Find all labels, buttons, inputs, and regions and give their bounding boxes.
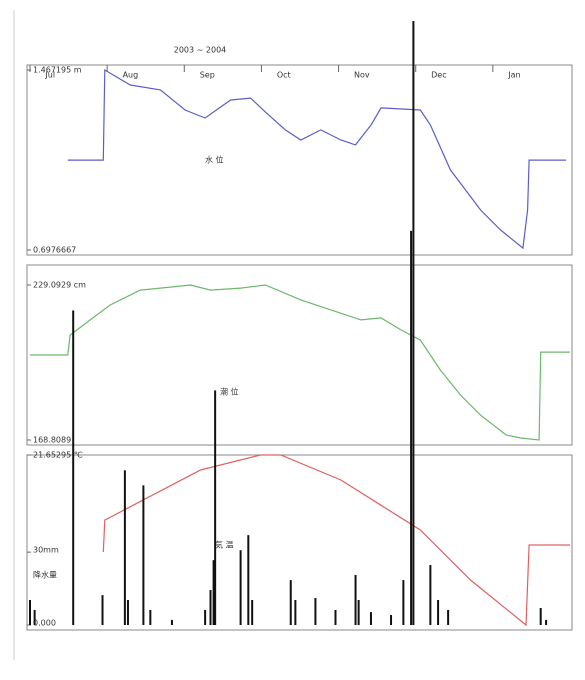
y-tick-label: 0.000 <box>33 619 56 628</box>
y-tick-label: 0.6976667 <box>33 246 76 255</box>
precip-bar <box>126 599 129 625</box>
x-tick-label: Sep <box>200 71 215 80</box>
x-tick-label: Aug <box>123 71 139 80</box>
y-tick-label: 30mm <box>33 546 59 555</box>
precip-bar <box>447 609 450 625</box>
panel-frame <box>26 64 573 256</box>
chart-title: 2003 ~ 2004 <box>174 46 227 55</box>
precip-bar <box>170 619 173 625</box>
precip-bar <box>369 612 372 625</box>
precip-bar <box>289 580 292 625</box>
precip-bar <box>429 565 432 625</box>
series-line <box>67 68 567 250</box>
series-label: 潮 位 <box>220 387 239 397</box>
precip-bar <box>149 609 152 625</box>
y-tick-label: 21.65295 ℃ <box>33 451 83 460</box>
precip-bar <box>142 485 145 625</box>
series-label: 水 位 <box>205 155 224 165</box>
series-label: 気 温 <box>215 540 234 550</box>
precip-bar <box>354 574 357 625</box>
precip-bar <box>123 470 126 625</box>
precip-bar <box>212 560 215 625</box>
precip-bar <box>33 609 36 625</box>
precip-bar <box>29 599 31 625</box>
y-tick-label: 229.0929 cm <box>33 281 86 290</box>
precip-bar <box>239 550 242 625</box>
precip-bar <box>101 595 104 625</box>
precip-bar <box>545 619 548 625</box>
precip-bar <box>402 580 405 625</box>
panel-frame <box>26 264 573 446</box>
precip-bar <box>251 599 254 625</box>
precip-bar <box>437 599 440 625</box>
precip-bar <box>209 590 212 625</box>
precip-bar <box>72 310 75 625</box>
x-tick-label: Jan <box>507 71 520 80</box>
series-label: 降水量 <box>33 570 57 580</box>
y-tick-label: 168.8089 <box>33 436 71 445</box>
precip-bar <box>294 599 297 625</box>
precip-bar <box>247 535 250 625</box>
series-line <box>30 284 570 441</box>
x-tick-label: Dec <box>431 71 446 80</box>
precip-bar <box>314 598 317 625</box>
precip-bar <box>412 21 415 626</box>
precip-bar <box>390 615 393 625</box>
precip-bar <box>334 609 337 625</box>
x-tick-label: Nov <box>354 71 370 80</box>
x-tick-label: Jul <box>44 71 55 80</box>
panel-frame <box>26 454 573 631</box>
series-line <box>102 454 570 627</box>
y-tick-label: 1.467195 m <box>33 66 82 75</box>
precip-bar <box>539 608 542 625</box>
precip-bar <box>214 390 217 625</box>
precip-bar <box>410 230 413 626</box>
precip-bar <box>357 599 360 625</box>
x-tick-label: Oct <box>277 71 291 80</box>
precip-bar <box>204 609 207 625</box>
